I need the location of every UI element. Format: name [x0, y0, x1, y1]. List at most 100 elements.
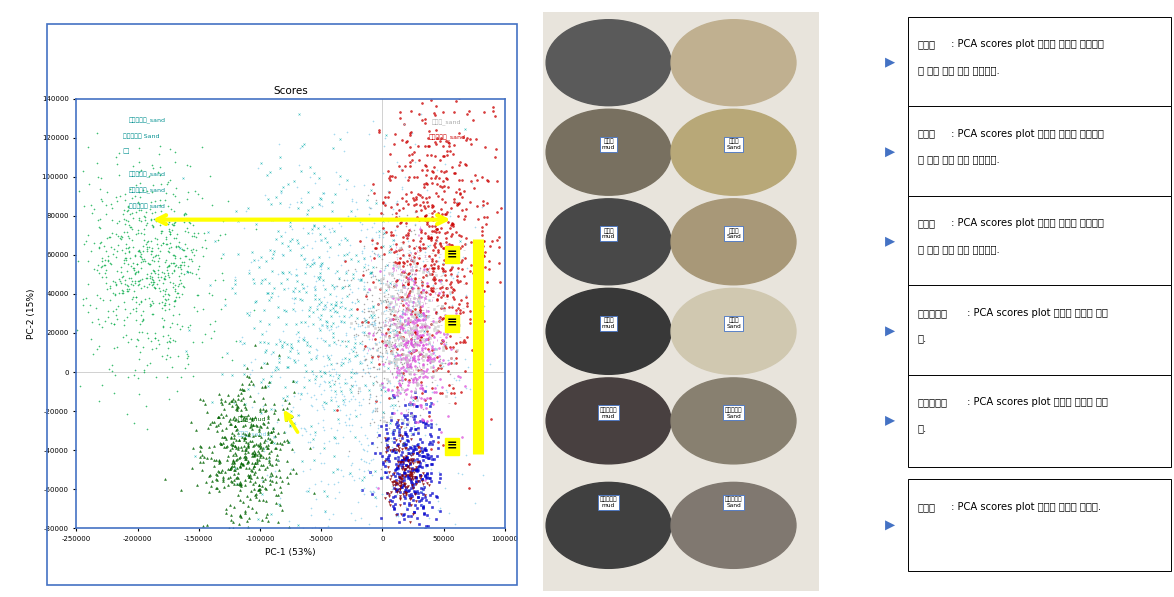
Point: [382, 298, 400, 308]
Point: [420, 296, 439, 305]
Point: [335, 275, 353, 285]
Point: [376, 337, 394, 346]
Point: [438, 322, 457, 331]
Point: [399, 490, 418, 499]
Point: [404, 354, 423, 364]
Point: [158, 294, 177, 303]
Point: [385, 425, 404, 435]
Point: [429, 437, 447, 447]
Point: [416, 228, 434, 238]
Point: [277, 395, 296, 404]
Point: [392, 309, 411, 319]
Point: [398, 448, 417, 458]
Point: [475, 247, 494, 257]
Point: [304, 525, 323, 535]
Point: [292, 304, 311, 314]
Point: [409, 281, 427, 291]
Point: [423, 387, 441, 397]
Point: [387, 405, 406, 414]
Point: [244, 450, 263, 460]
Point: [392, 358, 411, 367]
Point: [161, 242, 180, 251]
Point: [244, 378, 263, 388]
Point: [350, 383, 369, 392]
Point: [391, 473, 410, 482]
Point: [416, 430, 434, 440]
Point: [369, 304, 387, 314]
Point: [398, 377, 417, 387]
Point: [114, 321, 133, 330]
Point: [308, 405, 326, 415]
Point: [325, 129, 344, 139]
Point: [227, 404, 245, 414]
Point: [160, 338, 178, 347]
Point: [439, 366, 458, 376]
Point: [363, 470, 382, 479]
Point: [356, 381, 375, 391]
Point: [329, 322, 348, 331]
Point: [305, 281, 324, 291]
Point: [129, 215, 148, 224]
Point: [345, 334, 364, 344]
Point: [315, 362, 333, 371]
Point: [404, 395, 423, 405]
Point: [420, 473, 439, 483]
Point: [390, 433, 409, 443]
Point: [386, 436, 405, 445]
Point: [282, 406, 301, 416]
Point: [356, 315, 375, 325]
Point: [107, 219, 126, 228]
Point: [47, 222, 66, 232]
Point: [411, 458, 430, 467]
Point: [339, 280, 358, 290]
Point: [438, 174, 457, 184]
Point: [318, 263, 337, 273]
Point: [126, 269, 144, 278]
Point: [403, 482, 421, 491]
Point: [221, 419, 239, 429]
Point: [321, 367, 339, 376]
Point: [379, 342, 398, 352]
Point: [343, 196, 362, 206]
Point: [433, 361, 452, 371]
Point: [322, 423, 340, 433]
Point: [266, 490, 285, 500]
Point: [403, 333, 421, 342]
Point: [195, 452, 214, 461]
Point: [450, 267, 468, 277]
Point: [396, 374, 414, 383]
Point: [396, 464, 414, 474]
Point: [119, 286, 137, 296]
Point: [394, 315, 413, 325]
Point: [360, 204, 379, 213]
Point: [239, 379, 258, 389]
Point: [297, 366, 316, 376]
Point: [409, 462, 427, 472]
Point: [140, 242, 158, 251]
Point: [403, 448, 421, 457]
Point: [399, 245, 418, 255]
Point: [393, 292, 412, 301]
Point: [413, 239, 432, 248]
Point: [93, 322, 112, 331]
Point: [419, 296, 438, 305]
Point: [140, 279, 158, 289]
Point: [176, 251, 195, 261]
Point: [142, 187, 161, 197]
Point: [402, 262, 420, 272]
Point: [371, 380, 390, 390]
Point: [386, 325, 405, 335]
Point: [376, 343, 394, 353]
Point: [394, 479, 413, 488]
Point: [394, 370, 413, 379]
Point: [313, 352, 332, 361]
Point: [406, 393, 425, 403]
Point: [427, 295, 446, 304]
Point: [373, 458, 392, 467]
Point: [324, 433, 343, 442]
Text: 합천창녕보_sand: 합천창녕보_sand: [129, 118, 166, 124]
Point: [384, 343, 403, 353]
Point: [390, 341, 409, 350]
Point: [230, 478, 249, 487]
Point: [445, 285, 464, 294]
